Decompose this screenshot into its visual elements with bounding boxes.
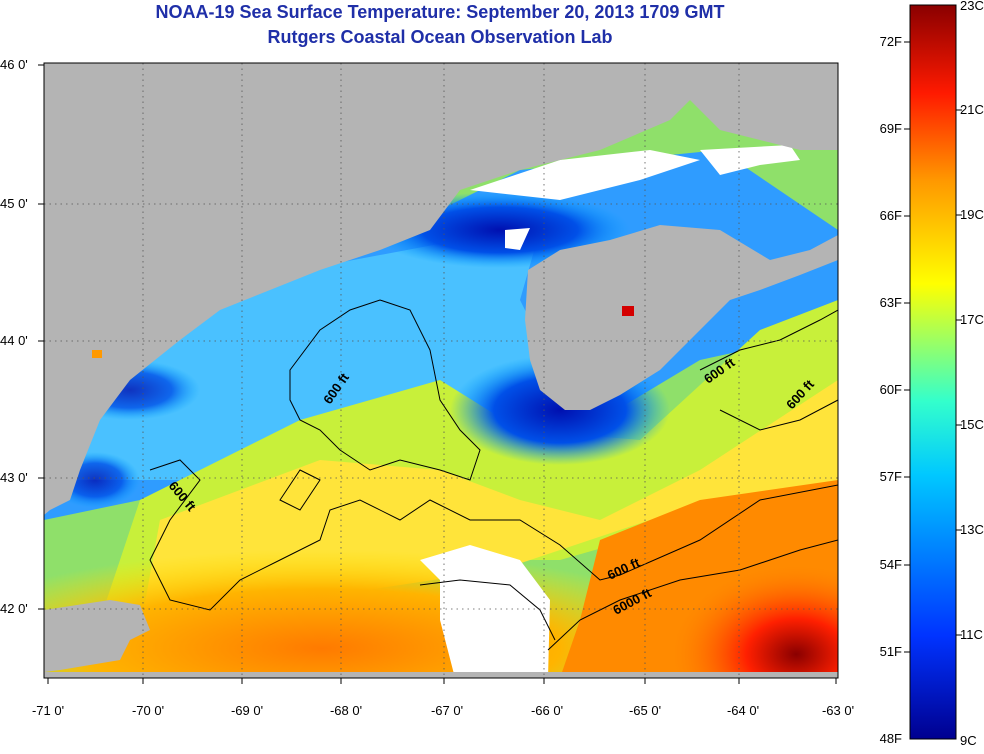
fahrenheit-label: 48F	[880, 731, 902, 746]
celsius-label: 11C	[960, 627, 983, 642]
celsius-label: 17C	[960, 312, 984, 327]
lon-label: -69 0'	[231, 703, 263, 718]
contour-600ft-basin	[289, 299, 481, 481]
celsius-label: 23C	[960, 0, 984, 13]
map-frame	[43, 62, 839, 679]
contour-georges	[419, 579, 556, 641]
fahrenheit-label: 60F	[880, 382, 902, 397]
colorbar-gradient	[909, 4, 957, 740]
land-cape-cod	[44, 600, 150, 672]
celsius-label: 19C	[960, 207, 984, 222]
contour-small	[279, 469, 321, 511]
lake-hot-pixel	[622, 306, 634, 316]
contour-6000ft	[547, 539, 838, 651]
gulf-stream-hot	[560, 480, 838, 678]
cloud-patch-small	[505, 228, 530, 250]
celsius-label: 9C	[960, 733, 977, 748]
lat-label: 45 0'	[0, 196, 28, 211]
page-title: NOAA-19 Sea Surface Temperature: Septemb…	[155, 2, 725, 22]
colorbar-fahrenheit-labels: 72F 69F 66F 63F 60F 57F 54F 51F 48F	[880, 34, 902, 746]
fahrenheit-label: 66F	[880, 208, 902, 223]
colorbar-celsius-labels: 23C 21C 19C 17C 15C 13C 11C 9C	[960, 0, 984, 748]
lon-label: -65 0'	[629, 703, 661, 718]
fahrenheit-label: 51F	[880, 644, 902, 659]
celsius-label: 15C	[960, 417, 984, 432]
land-north-east	[740, 63, 838, 110]
lon-label: -67 0'	[431, 703, 463, 718]
fahrenheit-label: 63F	[880, 295, 902, 310]
land-mainland	[44, 63, 838, 515]
lat-label: 46 0'	[0, 57, 28, 72]
longitude-labels: -71 0' -70 0' -69 0' -68 0' -67 0' -66 0…	[32, 703, 854, 718]
graticule	[44, 63, 838, 678]
contour-600ft-scotian	[699, 309, 838, 431]
fahrenheit-label: 69F	[880, 121, 902, 136]
fahrenheit-label: 57F	[880, 469, 902, 484]
axis-ticks	[38, 64, 837, 684]
cloud-patch-georges	[420, 545, 550, 678]
lake-warm-pixel	[92, 350, 102, 358]
cloud-patch-ns	[700, 145, 800, 175]
lat-label: 43 0'	[0, 470, 28, 485]
fahrenheit-label: 54F	[880, 557, 902, 572]
celsius-label: 21C	[960, 102, 984, 117]
fahrenheit-label: 72F	[880, 34, 902, 49]
lon-label: -70 0'	[132, 703, 164, 718]
map-area: 600 ft 600 ft 600 ft 600 ft 6000 ft 600 …	[44, 63, 838, 678]
lon-label: -68 0'	[330, 703, 362, 718]
lon-label: -64 0'	[727, 703, 759, 718]
latitude-labels: 46 0' 45 0' 44 0' 43 0' 42 0'	[0, 57, 28, 616]
page-subtitle: Rutgers Coastal Ocean Observation Lab	[267, 27, 613, 47]
land-south-strip	[44, 672, 838, 678]
colorbar-ticks	[904, 41, 962, 653]
colorbar: 72F 69F 66F 63F 60F 57F 54F 51F 48F 23C …	[880, 0, 984, 748]
land-nova-scotia	[525, 225, 838, 410]
lat-label: 42 0'	[0, 601, 28, 616]
bathymetry-contours	[149, 299, 838, 651]
lon-label: -63 0'	[822, 703, 854, 718]
lon-label: -66 0'	[531, 703, 563, 718]
cloud-patch-fundy	[470, 150, 700, 200]
celsius-label: 13C	[960, 522, 984, 537]
lon-label: -71 0'	[32, 703, 64, 718]
contour-600ft-south	[149, 459, 838, 611]
lat-label: 44 0'	[0, 333, 28, 348]
